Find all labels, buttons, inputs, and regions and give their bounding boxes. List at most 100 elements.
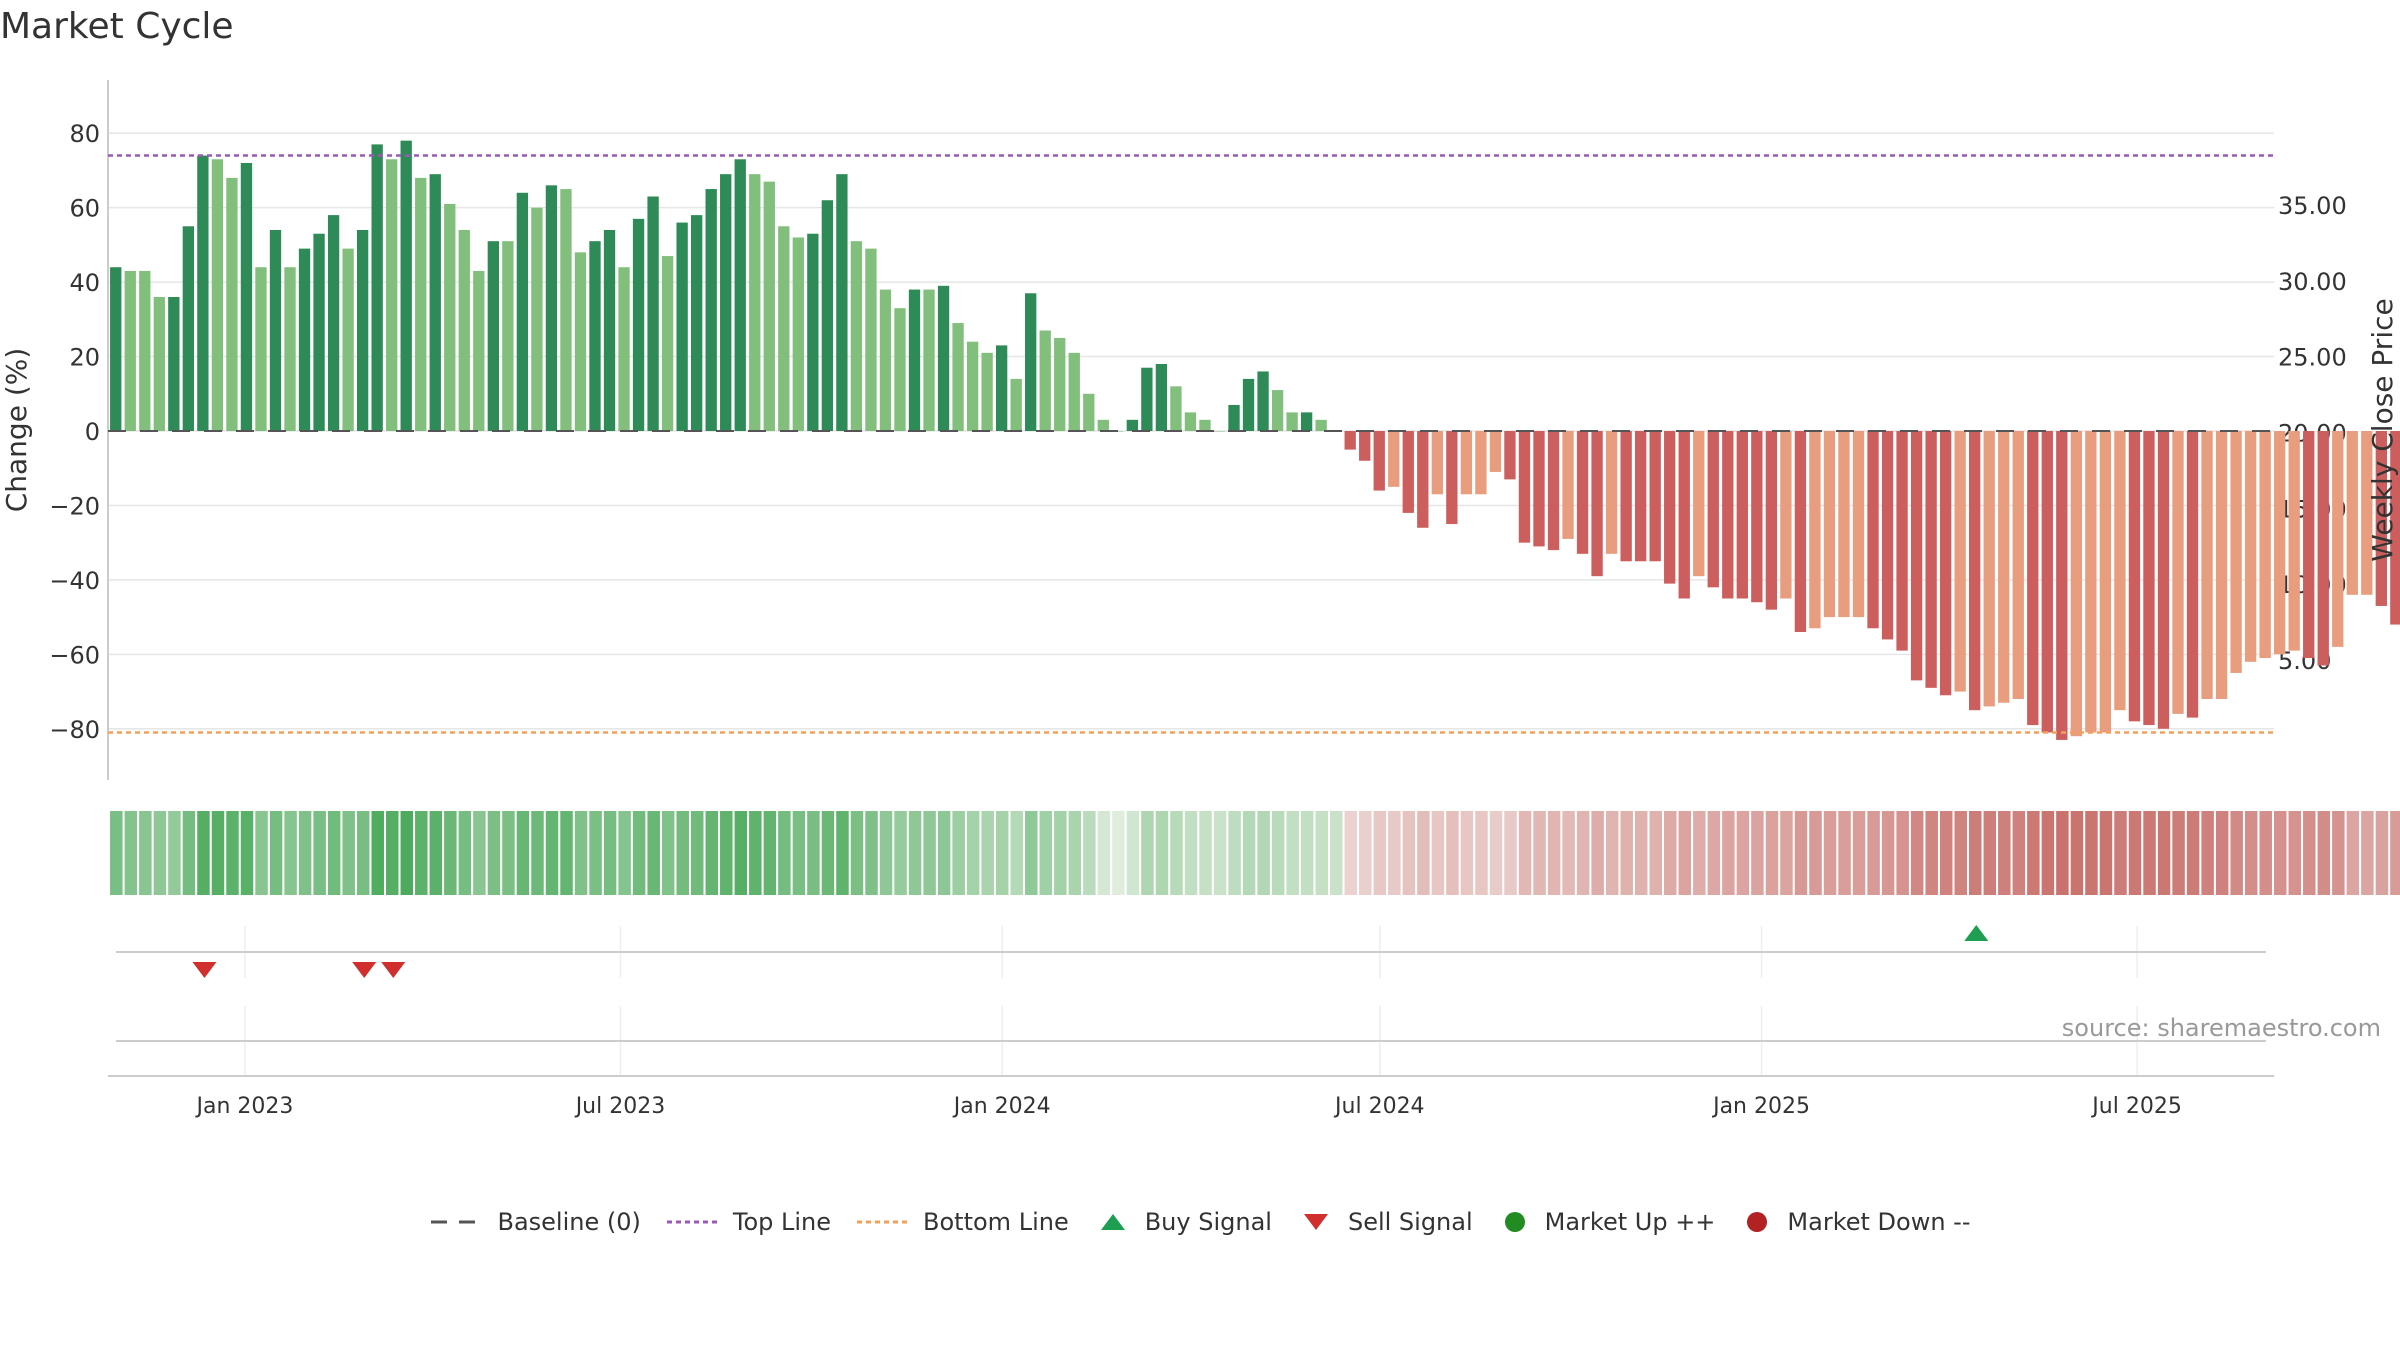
bar [1693,431,1705,577]
heat-cell [720,811,733,895]
bar [516,192,529,431]
bar [1257,371,1269,431]
x-tick-label: Jul 2023 [574,1094,666,1119]
heat-cell [1228,811,1241,895]
heat-cell [2041,811,2055,895]
heat-cell [1054,811,1067,895]
heat-cell [545,811,559,895]
bar [2244,431,2257,662]
bar [226,177,238,431]
heat-cell [327,811,341,895]
heat-cell [1431,811,1445,895]
bar [1591,431,1603,577]
bar [1751,431,1763,603]
heat-cell [705,811,719,895]
sell-triangle-icon [1303,1214,1328,1230]
heat-cell [821,811,835,895]
heat-cell [110,811,123,895]
bar [1896,431,1908,651]
bar [1852,431,1865,618]
heat-cell [1576,811,1590,895]
heat-cell [1852,811,1866,895]
bar [1605,431,1618,554]
heat-cell [487,811,501,895]
bar [749,174,761,431]
bar [153,297,165,431]
legend-item-sell[interactable]: Sell Signal [1296,1208,1473,1236]
legend-top-line-swatch [666,1220,719,1224]
heat-cell [1184,811,1198,895]
heat-cell [676,811,689,895]
legend-item-baseline[interactable]: Baseline (0) [429,1208,641,1236]
bars [110,140,2400,740]
heat-cell [1504,811,1517,895]
heat-cell [560,811,573,895]
heat-cell [458,811,472,895]
bar [1228,404,1240,431]
bar [908,289,921,431]
heat-cell [153,811,167,895]
heat-cell [1025,811,1038,895]
heat-cell [2317,811,2331,895]
heat-cell [2230,811,2243,895]
heat-cell [2361,811,2374,895]
heat-cell [2143,811,2156,895]
heat-cell [589,811,602,895]
heat-cell [1417,811,1430,895]
heat-cell [211,811,225,895]
sell-signal-marker [381,962,406,978]
heat-cell [168,811,181,895]
legend-item-top-line[interactable]: Top Line [665,1208,831,1236]
heat-cell [226,811,239,895]
bar [952,323,964,431]
bar [1083,393,1095,431]
legend-buy-label: Buy Signal [1144,1208,1272,1236]
heat-cell [661,811,675,895]
heat-cell [1097,811,1111,895]
bar [995,345,1008,431]
bar [371,144,383,431]
bar [2070,431,2083,737]
heat-cell [1736,811,1750,895]
legend-baseline-swatch [431,1220,484,1224]
legend-sell-label: Sell Signal [1347,1208,1473,1236]
heat-cell [182,811,196,895]
heat-cell [255,811,268,895]
legend-item-market-up[interactable]: Market Up ++ [1497,1208,1715,1236]
heat-cell [2215,811,2229,895]
bar [2114,431,2126,711]
legend-item-buy[interactable]: Buy Signal [1093,1208,1272,1236]
x-tick-label: Jul 2025 [2090,1094,2182,1119]
heat-cell [531,811,544,895]
heat-cell [1359,811,1372,895]
heat-cell [139,811,152,895]
bar [981,352,993,431]
heat-cell [1286,811,1299,895]
heat-cell [1649,811,1663,895]
bar [1184,412,1197,431]
bar [1925,431,1937,688]
legend-item-bottom-line[interactable]: Bottom Line [855,1208,1069,1236]
bar [1547,431,1560,551]
bar [1576,431,1589,554]
bar [1794,431,1807,632]
bar [2143,431,2155,726]
bar [618,267,630,431]
bar [1431,431,1443,495]
bar [1809,431,1821,629]
heat-cell [1083,811,1096,895]
bar [1373,431,1385,491]
y-axis-label: Change (%) [0,348,33,513]
heat-cell [2114,811,2127,895]
heat-cell [1605,811,1619,895]
heat-cell [2244,811,2258,895]
heat-cell [1489,811,1503,895]
legend-bottom-line-swatch [857,1220,910,1224]
bar [1199,419,1211,431]
bar [2288,431,2300,651]
bar [2027,431,2039,726]
y-tick-label: 60 [69,195,100,223]
legend-item-market-down[interactable]: Market Down -- [1739,1208,1971,1236]
bar [1141,367,1153,431]
bar [850,241,863,431]
